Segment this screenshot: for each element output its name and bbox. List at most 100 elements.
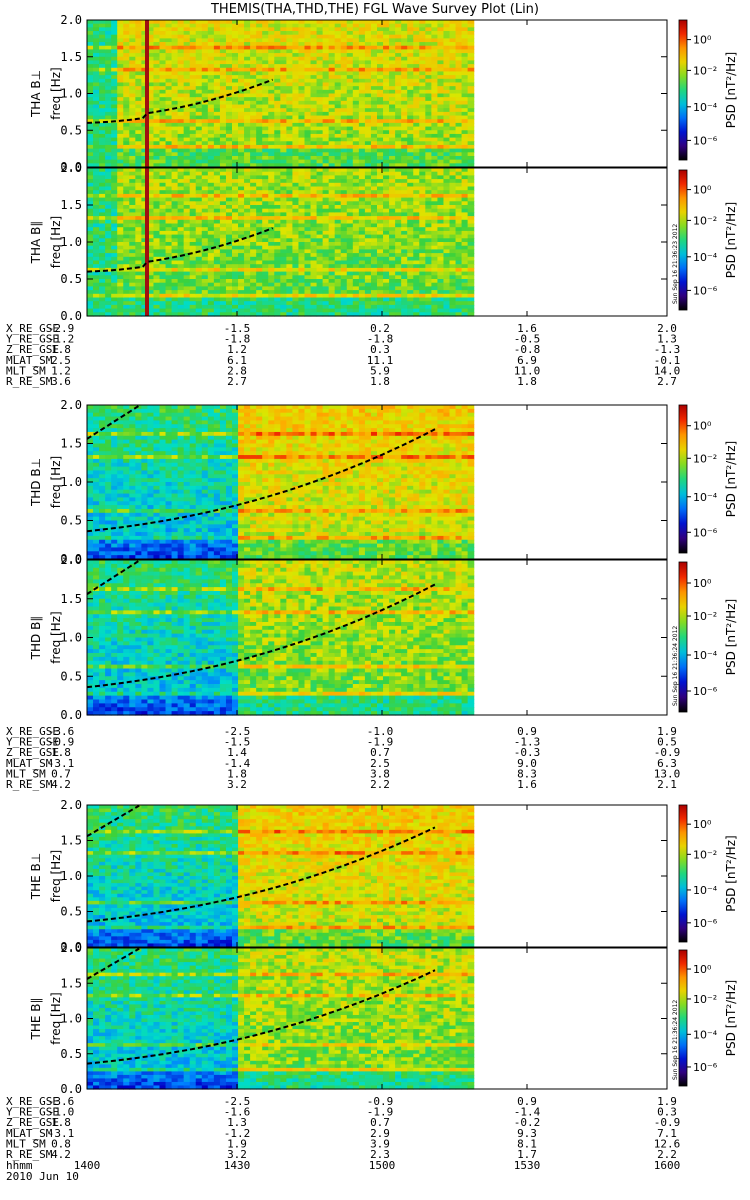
ephemeris-value: 1.6: [517, 322, 537, 335]
ephemeris-label: Z_RE_GSE: [6, 746, 59, 759]
ephemeris-value: 2.7: [657, 375, 677, 388]
time-axis-label: hhmm: [6, 1159, 33, 1172]
y-tick-label: 1.0: [60, 87, 82, 101]
colorbar-tick-label: 10⁻⁶: [693, 284, 718, 297]
timestamp-stamp: Sun Sep 16 21:36:24 2012: [672, 626, 679, 706]
spectrogram-the-bperp: [87, 805, 475, 948]
colorbar-tick-label: 10⁻²: [693, 993, 717, 1006]
ephemeris-value: 3.2: [227, 778, 247, 791]
ephemeris-value: 9.0: [517, 757, 537, 770]
ephemeris-value: -3.1: [48, 757, 75, 770]
ephemeris-value: 4.2: [51, 778, 71, 791]
cyclotron-frequency-curve: [86, 947, 436, 1065]
colorbar-tick-label: 10⁰: [693, 420, 712, 433]
y-tick-label: 1.0: [60, 1012, 82, 1026]
freq-axis-label: freq [Hz]: [49, 456, 63, 508]
y-tick-label: 0.0: [60, 552, 82, 566]
ephemeris-value: 7.1: [657, 1127, 677, 1140]
ephemeris-label: R_RE_SM: [6, 778, 53, 791]
ephemeris-label: X_RE_GSE: [6, 725, 59, 738]
ephemeris-label: MLT_SM: [6, 1137, 46, 1150]
colorbar-tick-label: 10⁻⁴: [693, 491, 718, 504]
ephemeris-value: 1.8: [51, 1116, 71, 1129]
data-gap-stripe: [145, 20, 149, 167]
cyclotron-frequency-curve: [86, 559, 436, 689]
time-tick-label: 1400: [74, 1159, 101, 1172]
ephemeris-value: 5.9: [370, 364, 390, 377]
panel-ylabel: THA B⊥: [29, 70, 43, 118]
freq-axis-label: freq [Hz]: [49, 611, 63, 663]
ephemeris-value: -1.4: [224, 757, 251, 770]
colorbar-tick-label: 10⁰: [693, 577, 712, 590]
ephemeris-value: 1.7: [517, 1148, 537, 1161]
ephemeris-value: 2.9: [370, 1127, 390, 1140]
ephemeris-value: -0.9: [654, 746, 681, 759]
ephemeris-value: 4.2: [51, 1148, 71, 1161]
ephemeris-value: 2.2: [370, 778, 390, 791]
ephemeris-label: MLT_SM: [6, 767, 46, 780]
y-tick-label: 2.0: [60, 161, 82, 175]
colorbar-label: PSD [nT²/Hz]: [724, 52, 738, 128]
ephemeris-value: 0.7: [370, 1116, 390, 1129]
ephemeris-value: 11.1: [367, 354, 394, 367]
y-tick-label: 2.0: [60, 798, 82, 812]
colorbar-tick-label: 10⁻⁴: [693, 101, 718, 114]
colorbar: [678, 949, 688, 1087]
ephemeris-value: 0.7: [370, 746, 390, 759]
colorbar-tick-label: 10⁰: [693, 963, 712, 976]
panel-ylabel: THD B∥: [29, 616, 43, 661]
colorbar-tick-label: 10⁻⁶: [693, 134, 718, 147]
ephemeris-value: -0.8: [514, 343, 541, 356]
ephemeris-value: 2.8: [227, 364, 247, 377]
ephemeris-label: Y_RE_GSE: [6, 1106, 59, 1119]
ephemeris-label: Z_RE_GSE: [6, 1116, 59, 1129]
colorbar-tick-label: 10⁻²: [693, 452, 717, 465]
ephemeris-value: 12.6: [654, 1137, 681, 1150]
ephemeris-value: -1.0: [367, 725, 394, 738]
y-tick-label: 2.0: [60, 553, 82, 567]
y-tick-label: 1.5: [60, 834, 82, 848]
time-tick-label: 1500: [369, 1159, 396, 1172]
y-tick-label: 1.5: [60, 592, 82, 606]
y-tick-label: 0.0: [60, 708, 82, 722]
panel-ylabel: THE B∥: [29, 998, 43, 1041]
ephemeris-value: 3.6: [51, 375, 71, 388]
colorbar-tick-label: 10⁰: [693, 818, 712, 831]
colorbar-tick-label: 10⁻⁶: [693, 526, 718, 539]
ephemeris-value: -1.5: [224, 322, 251, 335]
ephemeris-label: MLAT_SM: [6, 1127, 53, 1140]
date-label: 2010 Jun 10: [6, 1170, 79, 1183]
colorbar: [678, 804, 688, 943]
colorbar-tick-label: 10⁻⁴: [693, 1028, 718, 1041]
ephemeris-value: 0.9: [517, 1095, 537, 1108]
ephemeris-value: -1.9: [367, 736, 394, 749]
y-tick-label: 0.5: [60, 669, 82, 683]
ephemeris-value: 2.5: [370, 757, 390, 770]
ephemeris-value: -3.6: [48, 725, 75, 738]
ephemeris-label: R_RE_SM: [6, 375, 53, 388]
ephemeris-value: 13.0: [654, 767, 681, 780]
data-gap-stripe: [145, 168, 149, 316]
y-tick-label: 0.0: [60, 1082, 82, 1096]
timestamp-stamp: Sun Sep 16 21:36:23 2012: [672, 224, 679, 304]
ephemeris-value: -1.5: [224, 736, 251, 749]
spectrogram-tha-bpar: [87, 168, 475, 317]
y-tick-label: 1.0: [60, 869, 82, 883]
colorbar-tick-label: 10⁻⁶: [693, 917, 718, 930]
freq-axis-label: freq [Hz]: [49, 216, 63, 268]
ephemeris-value: 2.7: [227, 375, 247, 388]
timestamp-stamp: Sun Sep 16 21:36:24 2012: [672, 1000, 679, 1080]
spectrogram-thd-bperp: [87, 405, 475, 560]
ephemeris-value: 11.0: [514, 364, 541, 377]
colorbar-label: PSD [nT²/Hz]: [724, 980, 738, 1056]
ephemeris-value: 6.9: [517, 354, 537, 367]
ephemeris-value: -1.8: [224, 333, 251, 346]
y-tick-label: 0.5: [60, 272, 82, 286]
ephemeris-value: -1.2: [48, 333, 75, 346]
ephemeris-value: -2.5: [224, 725, 251, 738]
ephemeris-value: -2.5: [224, 1095, 251, 1108]
y-tick-label: 0.5: [60, 514, 82, 528]
ephemeris-value: 1.3: [657, 333, 677, 346]
ephemeris-label: X_RE_GSE: [6, 1095, 59, 1108]
y-tick-label: 1.5: [60, 437, 82, 451]
